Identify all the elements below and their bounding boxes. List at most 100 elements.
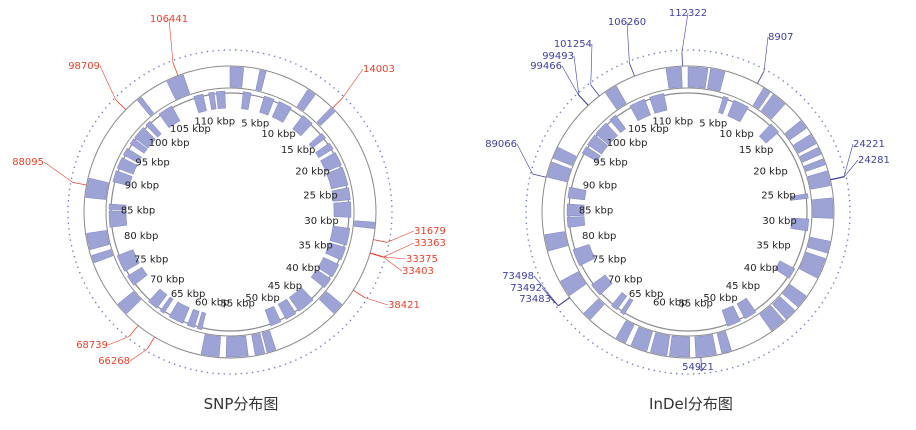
gene-block (158, 105, 181, 129)
gene-block (117, 290, 142, 315)
tick-dot (324, 342, 327, 344)
ruler-label: 40 kbp (286, 263, 320, 274)
tick-dot (578, 331, 581, 334)
marker-leader (590, 43, 593, 85)
tick-dot (563, 107, 565, 109)
tick-dot (388, 183, 391, 185)
gene-block (718, 96, 729, 115)
gene-block (566, 203, 585, 217)
marker-leader (626, 21, 630, 64)
tick-dot (563, 315, 565, 317)
tick-dot (559, 310, 562, 313)
marker-label: 24221 (853, 139, 885, 150)
ruler-label: 95 kbp (135, 157, 169, 168)
tick-dot (120, 331, 123, 334)
tick-dot (525, 199, 528, 202)
gene-track (544, 66, 834, 358)
tick-dot (839, 266, 842, 269)
tick-dot (845, 244, 848, 247)
tick-dot (353, 315, 355, 317)
ruler-label: 85 kbp (121, 206, 155, 217)
tick-dot (611, 68, 613, 70)
gene-block (166, 74, 191, 100)
marker-tick (332, 97, 343, 109)
ruler-label: 80 kbp (582, 231, 616, 242)
tick-dot (849, 211, 851, 213)
tick-dot (262, 52, 265, 55)
tick-dot (704, 50, 706, 52)
marker-leader (383, 256, 407, 260)
gene-block (91, 249, 114, 264)
tick-dot (279, 57, 281, 59)
tick-dot (821, 120, 824, 123)
ruler-label: 20 kbp (753, 166, 787, 177)
tick-dot (844, 250, 846, 252)
tick-dot (687, 373, 689, 375)
tick-dot (747, 361, 750, 364)
tick-dot (525, 205, 527, 208)
marker-label: 112322 (669, 8, 707, 19)
ruler-label: 25 kbp (303, 190, 337, 201)
ruler-label: 35 kbp (298, 241, 332, 252)
gene-block (159, 296, 174, 314)
tick-dot (664, 50, 667, 53)
marker-leader (541, 287, 559, 306)
ruler-label: 110 kbp (194, 116, 235, 127)
tick-dot (389, 233, 392, 236)
tick-dot (830, 287, 832, 289)
tick-dot (383, 161, 385, 163)
gene-block (793, 133, 817, 154)
outer-tick-ring (525, 49, 851, 375)
tick-dot (637, 57, 639, 59)
tick-dot (839, 155, 842, 158)
tick-dot (129, 338, 132, 341)
tick-dot (153, 354, 155, 356)
tick-dot (720, 52, 723, 55)
tick-dot (268, 368, 270, 370)
tick-dot (369, 130, 372, 132)
tick-dot (709, 371, 712, 374)
tick-dot (201, 51, 203, 54)
gene-block (799, 147, 822, 163)
tick-dot (845, 177, 848, 180)
tick-dot (179, 365, 181, 367)
tick-dot (229, 49, 231, 51)
tick-dot (257, 370, 259, 373)
tick-dot (837, 150, 840, 153)
tick-dot (731, 366, 734, 369)
tick-dot (68, 188, 71, 191)
gene-block (200, 334, 221, 357)
gene-block (315, 142, 334, 159)
gene-block (650, 332, 671, 356)
gene-block (122, 147, 142, 164)
gene-block (186, 308, 200, 328)
tick-dot (349, 319, 352, 322)
tick-dot (574, 94, 577, 97)
gene-block (145, 120, 162, 138)
tick-dot (675, 372, 678, 375)
tick-dot (827, 292, 830, 294)
tick-dot (601, 348, 603, 351)
tick-dot (379, 271, 382, 274)
tick-dot (377, 145, 379, 147)
tick-dot (390, 222, 393, 225)
tick-dot (832, 282, 835, 284)
tick-dot (539, 277, 541, 279)
tick-dot (526, 194, 528, 196)
gene-block (137, 96, 155, 117)
tick-dot (681, 373, 684, 375)
tick-dot (212, 372, 214, 374)
ruler-label: 70 kbp (608, 274, 642, 285)
ruler-label: 20 kbp (295, 166, 329, 177)
ruler-label: 85 kbp (579, 206, 613, 217)
marker-label: 99493 (542, 51, 574, 62)
tick-dot (795, 331, 798, 334)
gene-block (595, 122, 618, 146)
tick-dot (527, 239, 530, 241)
marker-leader (763, 36, 769, 72)
tick-dot (158, 356, 160, 359)
tick-dot (360, 115, 362, 118)
tick-dot (158, 65, 160, 68)
marker-label: 106260 (608, 17, 646, 28)
tick-dot (125, 335, 127, 337)
